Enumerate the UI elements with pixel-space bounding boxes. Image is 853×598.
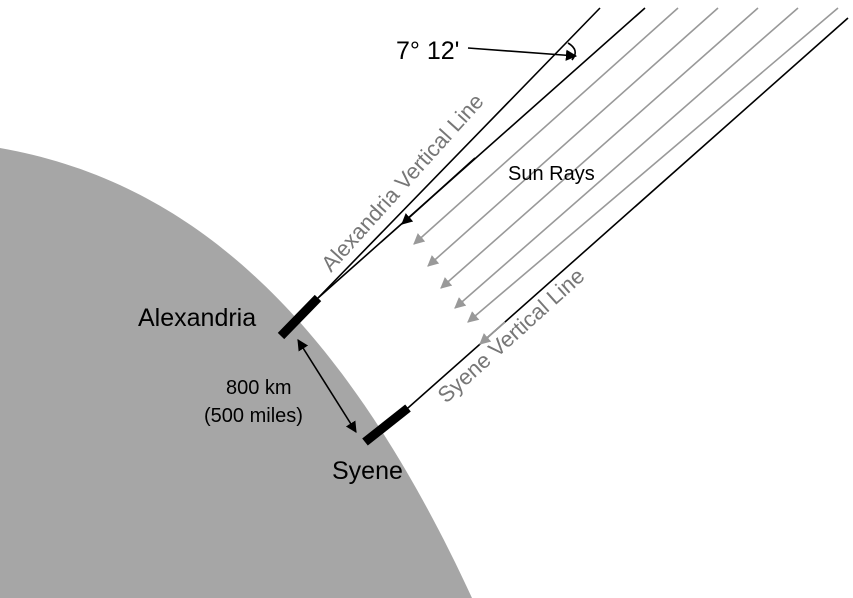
syene-vertical-line: [399, 17, 849, 416]
syene-label: Syene: [332, 457, 403, 485]
sun-ray: [440, 7, 759, 289]
angle-arc: [567, 42, 576, 61]
sun-ray-alexandria-arrow: [401, 157, 476, 225]
sun-ray: [454, 7, 799, 309]
angle-label: 7° 12': [396, 37, 459, 65]
sun-ray: [467, 7, 839, 323]
earth-shape: [0, 148, 472, 598]
alexandria-vertical-line: [317, 7, 601, 299]
alexandria-vertical-label: Alexandria Vertical Line: [316, 89, 488, 277]
syene-sun-ray-arrow: [479, 321, 506, 345]
distance-miles-label: (500 miles): [204, 405, 303, 427]
angle-pointer: [467, 47, 578, 61]
sun-ray: [413, 7, 679, 245]
syene-post: [362, 404, 411, 446]
alexandria-post: [277, 294, 322, 340]
sun-rays-label: Sun Rays: [508, 163, 595, 185]
sun-ray: [427, 7, 719, 267]
distance-arrow: [297, 339, 357, 433]
distance-km-label: 800 km: [226, 377, 292, 399]
sun-ray-alexandria: [317, 7, 646, 299]
alexandria-label: Alexandria: [138, 304, 256, 332]
